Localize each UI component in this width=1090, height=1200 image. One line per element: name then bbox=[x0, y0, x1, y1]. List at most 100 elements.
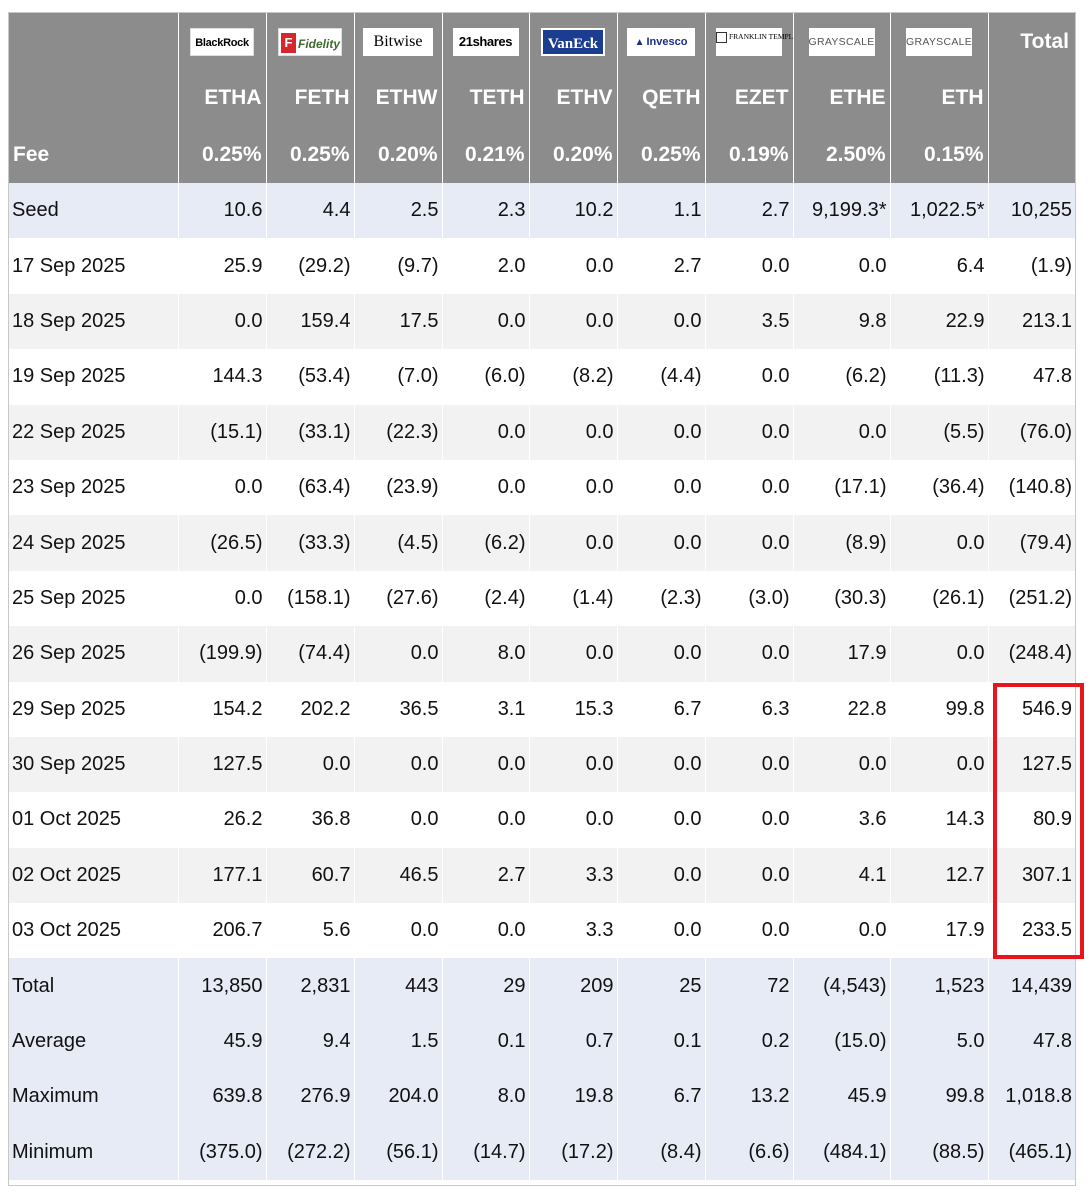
flow-cell: 9,199.3* bbox=[792, 183, 890, 239]
flow-cell: 144.3 bbox=[177, 349, 266, 405]
flow-cell: 0.0 bbox=[441, 736, 529, 793]
flow-cell: (4.4) bbox=[616, 349, 705, 405]
flow-cell: 0.1 bbox=[441, 1013, 529, 1070]
row-label: 01 Oct 2025 bbox=[9, 792, 178, 848]
flow-cell: 2.7 bbox=[704, 183, 793, 239]
invesco-logo: ▲ Invesco bbox=[627, 27, 695, 56]
row-total-cell: (248.4) bbox=[987, 626, 1075, 682]
flow-cell: 0.0 bbox=[177, 293, 266, 350]
ticker-cell: ETH bbox=[889, 70, 988, 126]
table-row: 29 Sep 2025 154.2 202.2 36.5 3.1 15.3 6.7 6.3 22… bbox=[9, 681, 1075, 737]
table-row: 24 Sep 2025 (26.5) (33.3) (4.5) (6.2) 0.0 0.0 0… bbox=[9, 515, 1075, 571]
fee-cell: 0.15% bbox=[889, 126, 988, 183]
flow-cell: 12.7 bbox=[889, 847, 988, 904]
flow-cell: (158.1) bbox=[265, 570, 354, 627]
flow-cell: 0.0 bbox=[616, 847, 705, 904]
ticker-cell: ETHV bbox=[528, 70, 617, 126]
row-label: 03 Oct 2025 bbox=[9, 903, 178, 959]
vaneck-logo: VanEck bbox=[541, 27, 605, 56]
flow-cell: 9.4 bbox=[265, 1013, 354, 1070]
flow-cell: 0.0 bbox=[704, 349, 793, 405]
flow-cell: 0.0 bbox=[353, 736, 442, 793]
flow-cell: (199.9) bbox=[177, 626, 266, 682]
flow-cell: 0.0 bbox=[528, 293, 617, 350]
summary-row: Minimum (375.0) (272.2) (56.1) (14.7) (17.2)(… bbox=[9, 1124, 1075, 1181]
flow-cell: (63.4) bbox=[265, 459, 354, 516]
flow-cell: 60.7 bbox=[265, 847, 354, 904]
flow-cell: 0.0 bbox=[616, 404, 705, 460]
ticker-row: ETHA FETH ETHW TETH ETHV QETH EZET ETHE … bbox=[9, 70, 1075, 126]
table-row: 19 Sep 2025 144.3 (53.4) (7.0) (6.0) (8.2) (4.… bbox=[9, 349, 1075, 405]
grayscale-mini-logo: GRAYSCALE bbox=[906, 27, 972, 56]
flow-cell: 8.0 bbox=[441, 1069, 529, 1125]
flow-cell: 154.2 bbox=[177, 681, 266, 737]
flow-cell: 0.0 bbox=[704, 515, 793, 571]
row-label: 29 Sep 2025 bbox=[9, 681, 178, 737]
flow-cell: 3.3 bbox=[528, 847, 617, 904]
flow-cell: 0.0 bbox=[704, 736, 793, 793]
fee-cell: 0.21% bbox=[441, 126, 529, 183]
row-total-cell: 14,439 bbox=[987, 958, 1075, 1014]
row-label: Total bbox=[9, 958, 178, 1014]
flow-cell: 2.7 bbox=[616, 238, 705, 294]
flow-cell: 0.0 bbox=[889, 626, 988, 682]
flow-cell: 2.0 bbox=[441, 238, 529, 294]
row-label: Seed bbox=[9, 183, 178, 239]
flow-cell: 0.0 bbox=[353, 903, 442, 959]
total-column-header: Total bbox=[987, 13, 1075, 70]
fee-cell: 0.25% bbox=[616, 126, 705, 183]
corner-cell bbox=[9, 13, 178, 70]
flow-cell: (4,543) bbox=[792, 958, 890, 1014]
flow-cell: 0.0 bbox=[528, 515, 617, 571]
flow-cell: 3.3 bbox=[528, 903, 617, 959]
flow-cell: (29.2) bbox=[265, 238, 354, 294]
flow-cell: 6.7 bbox=[616, 1069, 705, 1125]
flow-cell: (1.4) bbox=[528, 570, 617, 627]
table-row: 26 Sep 2025 (199.9) (74.4) 0.0 8.0 0.0 0.0 0.0 1… bbox=[9, 626, 1075, 682]
flow-cell: 3.5 bbox=[704, 293, 793, 350]
flow-cell: 6.7 bbox=[616, 681, 705, 737]
flow-cell: 2.7 bbox=[441, 847, 529, 904]
summary-row: Seed 10.6 4.4 2.5 2.3 10.2 1.1 2.7 9,199.3* 1,022… bbox=[9, 183, 1075, 239]
flow-cell: 19.8 bbox=[528, 1069, 617, 1125]
flow-cell: 17.5 bbox=[353, 293, 442, 350]
flow-cell: 0.0 bbox=[616, 293, 705, 350]
flow-cell: (375.0) bbox=[177, 1124, 266, 1181]
flow-cell: (272.2) bbox=[265, 1124, 354, 1181]
flow-cell: 0.0 bbox=[704, 792, 793, 848]
flow-cell: (27.6) bbox=[353, 570, 442, 627]
row-label: 02 Oct 2025 bbox=[9, 847, 178, 904]
ticker-cell: ETHE bbox=[792, 70, 890, 126]
flow-cell: 10.2 bbox=[528, 183, 617, 239]
summary-row: Maximum 639.8 276.9 204.0 8.0 19.8 6.7 13.2 45.9… bbox=[9, 1069, 1075, 1125]
flow-cell: (15.0) bbox=[792, 1013, 890, 1070]
flow-cell: 36.8 bbox=[265, 792, 354, 848]
flow-cell: 0.0 bbox=[704, 238, 793, 294]
flow-cell: 5.6 bbox=[265, 903, 354, 959]
flow-cell: 13,850 bbox=[177, 958, 266, 1014]
flow-cell: 0.0 bbox=[441, 293, 529, 350]
row-total-cell: (140.8) bbox=[987, 459, 1075, 516]
ticker-cell: TETH bbox=[441, 70, 529, 126]
flow-cell: 15.3 bbox=[528, 681, 617, 737]
flow-cell: (15.1) bbox=[177, 404, 266, 460]
flow-cell: 3.6 bbox=[792, 792, 890, 848]
flow-cell: (484.1) bbox=[792, 1124, 890, 1181]
flow-cell: 2,831 bbox=[265, 958, 354, 1014]
flow-cell: 14.3 bbox=[889, 792, 988, 848]
flow-cell: (8.4) bbox=[616, 1124, 705, 1181]
row-label: Maximum bbox=[9, 1069, 178, 1125]
row-total-cell: 1,018.8 bbox=[987, 1069, 1075, 1125]
fee-cell: 0.25% bbox=[265, 126, 354, 183]
flow-cell: 0.0 bbox=[441, 792, 529, 848]
flow-cell: 0.0 bbox=[792, 736, 890, 793]
flow-cell: 639.8 bbox=[177, 1069, 266, 1125]
blackrock-logo: BlackRock bbox=[190, 27, 254, 56]
table-row: 22 Sep 2025 (15.1) (33.1) (22.3) 0.0 0.0 0.0 0.… bbox=[9, 404, 1075, 460]
table-row: 25 Sep 2025 0.0 (158.1) (27.6) (2.4) (1.4) (2.… bbox=[9, 570, 1075, 627]
table-row: 30 Sep 2025 127.5 0.0 0.0 0.0 0.0 0.0 0.0 0.0 0.0… bbox=[9, 736, 1075, 793]
flow-cell: 0.0 bbox=[792, 238, 890, 294]
flow-cell: 177.1 bbox=[177, 847, 266, 904]
flow-cell: 6.3 bbox=[704, 681, 793, 737]
flow-cell: (56.1) bbox=[353, 1124, 442, 1181]
